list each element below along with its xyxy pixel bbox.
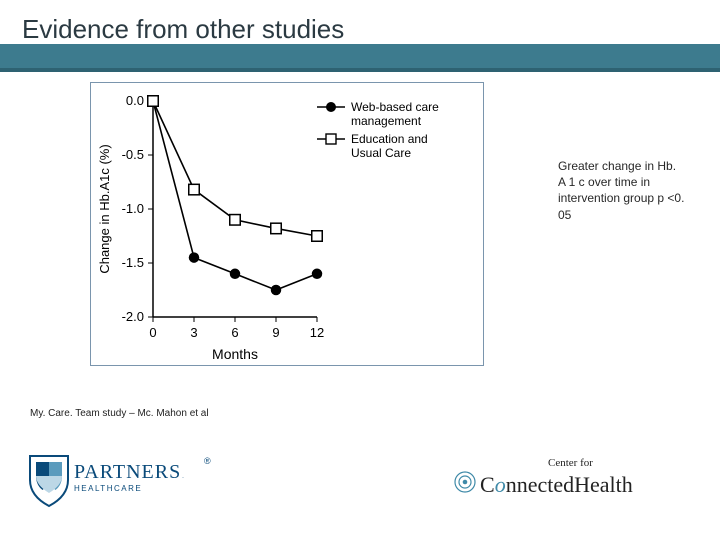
svg-text:Web-based care: Web-based care (351, 100, 439, 114)
svg-text:Usual Care: Usual Care (351, 146, 411, 160)
header-bar-border (0, 68, 720, 72)
svg-text:3: 3 (190, 325, 197, 340)
chart-container: 0 3 6 9 12 0.0 -0.5 -1.0 -1.5 -2.0 Months Change in… (90, 82, 484, 366)
partners-logo: PARTNERS. HEALTHCARE ® (24, 450, 214, 510)
svg-text:9: 9 (272, 325, 279, 340)
svg-text:12: 12 (310, 325, 324, 340)
svg-text:0: 0 (149, 325, 156, 340)
partners-logo-subtext: HEALTHCARE (74, 484, 142, 493)
hba1c-chart: 0 3 6 9 12 0.0 -0.5 -1.0 -1.5 -2.0 Months Change in… (91, 83, 485, 367)
svg-text:Months: Months (212, 346, 258, 362)
citation-text: My. Care. Team study – Mc. Mahon et al (30, 408, 209, 419)
svg-text:6: 6 (231, 325, 238, 340)
svg-text:-0.5: -0.5 (122, 147, 144, 162)
result-summary-text: Greater change in Hb. A 1 c over time in… (558, 158, 686, 223)
svg-text:-1.5: -1.5 (122, 255, 144, 270)
cfh-line2: ConnectedHealth (480, 472, 633, 497)
header-bar (0, 44, 720, 72)
registered-mark: ® (204, 456, 211, 466)
partners-logo-text: PARTNERS. (74, 461, 185, 483)
partners-shield-icon (30, 456, 68, 506)
svg-text:Change in Hb.A1c (%): Change in Hb.A1c (%) (97, 144, 112, 273)
concentric-circle-icon (455, 472, 475, 492)
header-bar-fill (0, 44, 720, 68)
svg-text:Education and: Education and (351, 132, 428, 146)
cfh-line1: Center for (548, 457, 593, 469)
svg-text:management: management (351, 114, 422, 128)
svg-text:-1.0: -1.0 (122, 201, 144, 216)
page-title: Evidence from other studies (22, 14, 344, 45)
svg-text:0.0: 0.0 (126, 93, 144, 108)
svg-text:-2.0: -2.0 (122, 309, 144, 324)
connected-health-logo: Center for ConnectedHealth (450, 452, 700, 510)
